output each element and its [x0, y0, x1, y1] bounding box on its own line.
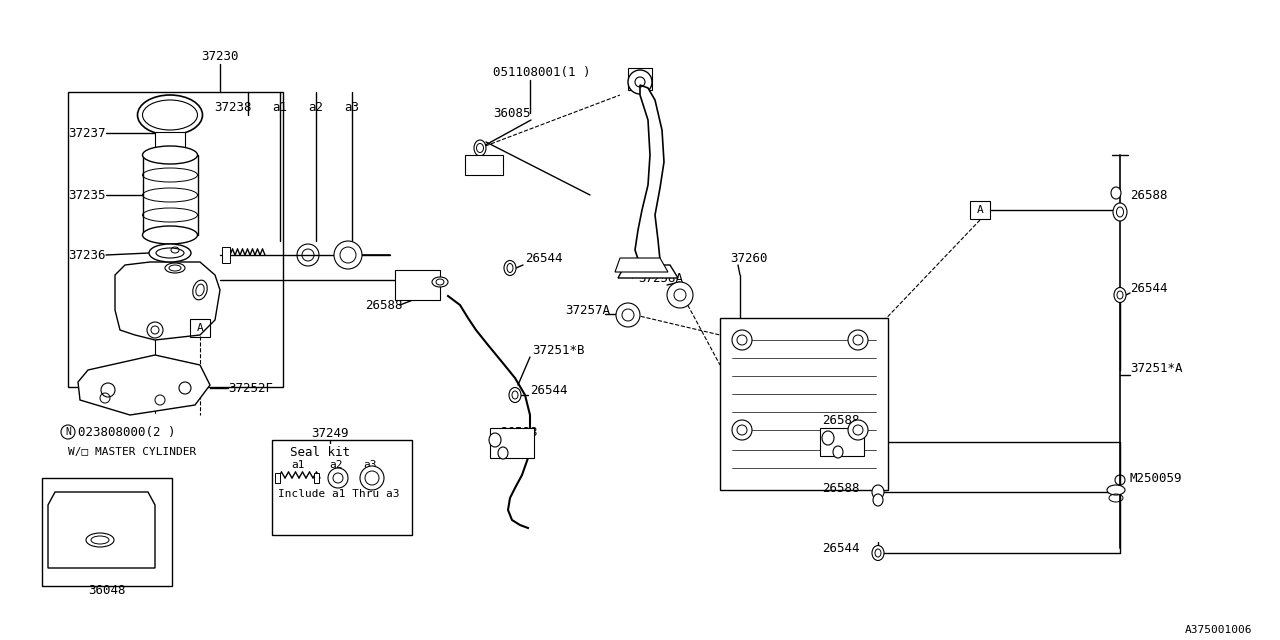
Text: 26544: 26544 — [822, 541, 859, 554]
Text: M250059: M250059 — [1130, 472, 1183, 484]
Bar — [628, 68, 652, 90]
Text: 26588: 26588 — [822, 413, 859, 426]
Bar — [314, 473, 319, 483]
Text: W/□ MASTER CYLINDER: W/□ MASTER CYLINDER — [68, 447, 196, 457]
Ellipse shape — [433, 277, 448, 287]
Ellipse shape — [822, 431, 835, 445]
Bar — [189, 319, 210, 337]
Ellipse shape — [872, 545, 884, 561]
Text: 37236: 37236 — [68, 248, 105, 262]
Ellipse shape — [1111, 187, 1121, 199]
Bar — [221, 247, 230, 263]
Text: A: A — [197, 323, 204, 333]
Polygon shape — [635, 85, 664, 268]
Circle shape — [849, 330, 868, 350]
Bar — [68, 92, 283, 387]
Text: 26544: 26544 — [530, 383, 567, 397]
Ellipse shape — [498, 447, 508, 459]
Text: N: N — [65, 427, 70, 437]
Text: 37260: 37260 — [730, 252, 768, 264]
Text: 26588: 26588 — [500, 426, 538, 438]
Bar — [273, 440, 412, 535]
Polygon shape — [78, 355, 210, 415]
Text: a3: a3 — [364, 460, 376, 470]
Circle shape — [147, 322, 163, 338]
Circle shape — [732, 420, 753, 440]
Bar — [820, 428, 864, 456]
Ellipse shape — [833, 446, 844, 458]
Text: 37230: 37230 — [201, 49, 239, 63]
Ellipse shape — [474, 140, 486, 156]
Text: 37251*A: 37251*A — [1130, 362, 1183, 374]
Ellipse shape — [1114, 287, 1126, 303]
Text: 37252F: 37252F — [228, 381, 273, 394]
Ellipse shape — [873, 494, 883, 506]
Polygon shape — [115, 262, 220, 340]
Polygon shape — [618, 265, 678, 278]
Ellipse shape — [489, 433, 500, 447]
Text: a1: a1 — [273, 100, 288, 113]
Bar — [275, 473, 280, 483]
Circle shape — [628, 70, 652, 94]
Ellipse shape — [509, 387, 521, 403]
Text: 37249: 37249 — [311, 426, 348, 440]
Text: 26588: 26588 — [365, 298, 402, 312]
Ellipse shape — [165, 263, 186, 273]
Text: 023808000(2 ): 023808000(2 ) — [78, 426, 175, 438]
Bar — [155, 132, 186, 150]
Bar — [465, 155, 503, 175]
Text: 37235: 37235 — [68, 189, 105, 202]
Text: A: A — [977, 205, 983, 215]
Ellipse shape — [504, 260, 516, 275]
Text: 37238: 37238 — [214, 100, 251, 113]
Text: Seal kit: Seal kit — [291, 445, 349, 458]
Circle shape — [328, 468, 348, 488]
Bar — [970, 201, 989, 219]
Polygon shape — [49, 492, 155, 568]
Text: 37258A: 37258A — [637, 271, 684, 285]
Ellipse shape — [1107, 485, 1125, 495]
Text: 26544: 26544 — [1130, 282, 1167, 294]
Ellipse shape — [137, 95, 202, 135]
Ellipse shape — [872, 485, 884, 499]
Text: 26588: 26588 — [822, 481, 859, 495]
Circle shape — [849, 420, 868, 440]
Text: 26588: 26588 — [1130, 189, 1167, 202]
Circle shape — [616, 303, 640, 327]
Text: a2: a2 — [329, 460, 343, 470]
Text: 37257A: 37257A — [564, 303, 611, 317]
Text: 37237: 37237 — [68, 127, 105, 140]
Circle shape — [732, 330, 753, 350]
Text: 37251*B: 37251*B — [532, 344, 585, 356]
Bar — [143, 155, 198, 235]
Bar — [396, 270, 440, 300]
Text: a2: a2 — [308, 100, 324, 113]
Ellipse shape — [148, 244, 191, 262]
Text: 26544: 26544 — [525, 252, 562, 264]
Ellipse shape — [1114, 203, 1126, 221]
Text: 36085: 36085 — [493, 106, 530, 120]
Text: 051108001(1 ): 051108001(1 ) — [493, 65, 590, 79]
Ellipse shape — [193, 280, 207, 300]
Bar — [721, 318, 888, 490]
Text: Include a1 Thru a3: Include a1 Thru a3 — [278, 489, 399, 499]
Circle shape — [334, 241, 362, 269]
Text: A375001006: A375001006 — [1184, 625, 1252, 635]
Circle shape — [667, 282, 692, 308]
Bar — [42, 478, 172, 586]
Ellipse shape — [142, 226, 197, 244]
Text: 36048: 36048 — [88, 584, 125, 596]
Text: a1: a1 — [292, 460, 305, 470]
Ellipse shape — [142, 146, 197, 164]
Bar — [490, 428, 534, 458]
Polygon shape — [614, 258, 668, 272]
Ellipse shape — [86, 533, 114, 547]
Circle shape — [360, 466, 384, 490]
Text: a3: a3 — [344, 100, 360, 113]
